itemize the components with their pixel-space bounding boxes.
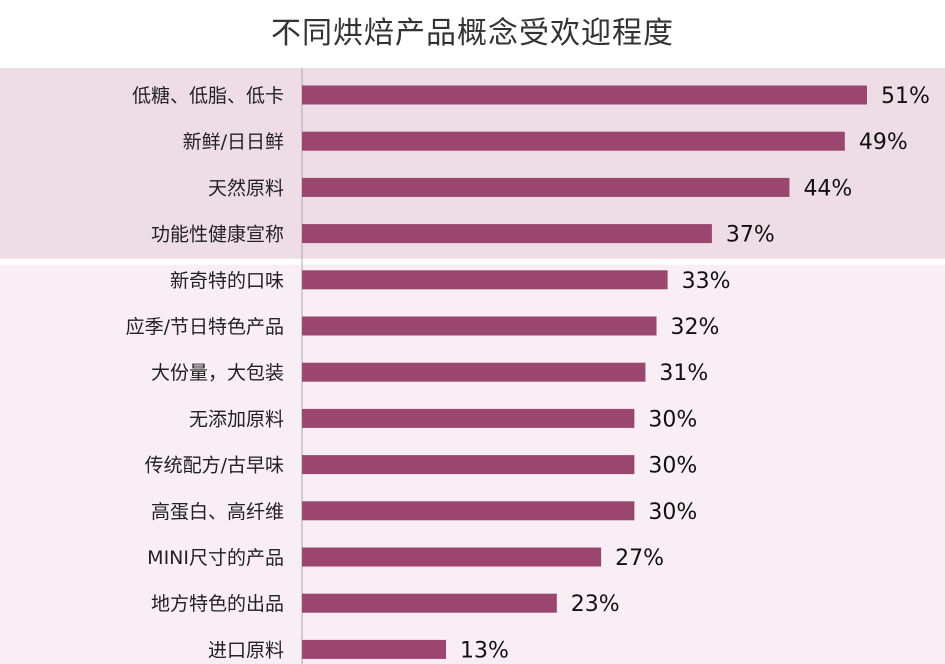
category-label: 大份量，大包装 [151, 362, 284, 384]
bar [302, 131, 845, 151]
value-label: 49% [859, 130, 908, 155]
bar [302, 177, 790, 197]
category-label: 无添加原料 [189, 408, 284, 430]
chart-title: 不同烘焙产品概念受欢迎程度 [271, 16, 674, 51]
value-label: 31% [659, 361, 708, 386]
bar [302, 547, 602, 567]
bar [302, 455, 635, 475]
category-label: 进口原料 [208, 639, 284, 661]
value-label: 23% [571, 592, 620, 617]
category-label: 地方特色的出品 [151, 593, 284, 615]
category-label: 功能性健康宣称 [151, 224, 284, 246]
category-label: 新奇特的口味 [170, 270, 284, 292]
bar [302, 85, 867, 105]
bar [302, 639, 447, 659]
category-label: 新鲜/日日鲜 [183, 131, 284, 153]
bar [302, 362, 646, 382]
value-label: 30% [648, 454, 697, 479]
value-label: 32% [671, 315, 720, 340]
bar [302, 316, 657, 336]
value-label: 33% [682, 269, 731, 294]
bar [302, 408, 635, 428]
value-label: 44% [803, 176, 852, 201]
value-label: 51% [881, 84, 930, 109]
bar [302, 501, 635, 521]
bar [302, 224, 712, 244]
category-label: 天然原料 [208, 177, 284, 199]
value-label: 27% [615, 546, 664, 571]
bar [302, 593, 557, 613]
category-label: 传统配方/古早味 [145, 455, 284, 477]
value-label: 13% [460, 638, 509, 663]
category-label: 高蛋白、高纤维 [151, 501, 284, 523]
value-label: 37% [726, 223, 775, 248]
category-label: MINI尺寸的产品 [147, 547, 284, 569]
bar [302, 270, 668, 290]
category-label: 应季/节日特色产品 [126, 316, 284, 338]
category-label: 低糖、低脂、低卡 [132, 85, 284, 107]
value-label: 30% [648, 407, 697, 432]
value-label: 30% [648, 500, 697, 525]
